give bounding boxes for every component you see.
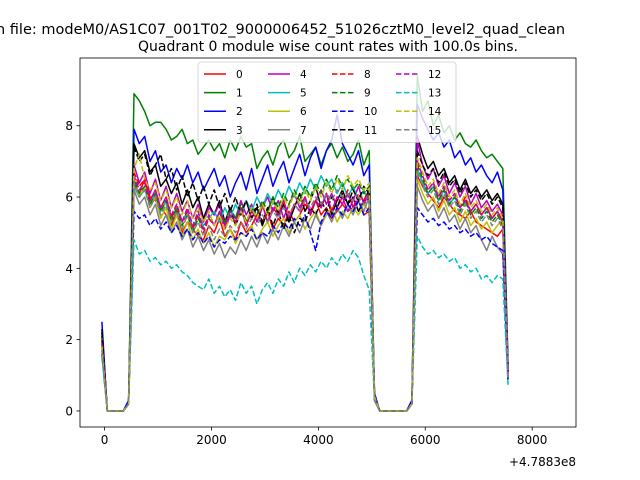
- y-tick-label-2: 2: [65, 333, 73, 347]
- legend-label-3: 3: [236, 125, 243, 137]
- y-tick-label-0: 0: [65, 404, 73, 418]
- legend-label-11: 11: [364, 125, 377, 137]
- legend-label-4: 4: [300, 69, 307, 81]
- legend-label-7: 7: [300, 125, 307, 137]
- plot-area: 0 2000 4000 6000 800002468012345678910111213…: [65, 57, 577, 447]
- x-tick-label-6000: 6000: [410, 433, 441, 447]
- legend-label-8: 8: [364, 69, 371, 81]
- series-line-3: [101, 135, 509, 412]
- legend-label-2: 2: [236, 106, 243, 118]
- y-tick-label-6: 6: [65, 191, 73, 205]
- legend-label-1: 1: [236, 88, 243, 100]
- legend-label-13: 13: [428, 88, 441, 100]
- series-line-10: [101, 199, 509, 412]
- x-tick-label-8000: 8000: [517, 433, 548, 447]
- x-tick-label-0: 0: [101, 433, 109, 447]
- figure-suptitle: n file: modeM0/AS1C07_001T02_9000006452_…: [0, 22, 565, 38]
- legend-label-0: 0: [236, 69, 243, 81]
- y-tick-label-4: 4: [65, 262, 73, 276]
- legend-label-9: 9: [364, 88, 371, 100]
- x-tick-label-2000: 2000: [196, 433, 227, 447]
- series-line-6: [101, 174, 509, 412]
- x-offset-label: +4.7883e8: [509, 455, 576, 469]
- series-line-14: [101, 153, 509, 412]
- legend-label-14: 14: [428, 106, 442, 118]
- series-line-12: [101, 160, 509, 412]
- legend-box: [197, 61, 457, 143]
- legend-label-5: 5: [300, 88, 307, 100]
- legend-label-6: 6: [300, 106, 307, 118]
- chart-title: Quadrant 0 module wise count rates with …: [138, 39, 518, 55]
- x-tick-label-4000: 4000: [303, 433, 334, 447]
- legend-label-10: 10: [364, 106, 377, 118]
- y-tick-label-8: 8: [65, 119, 73, 133]
- series-line-15: [101, 171, 509, 412]
- axes-frame: [79, 57, 577, 428]
- legend-label-15: 15: [428, 125, 441, 137]
- series-line-13: [101, 235, 509, 412]
- series-line-7: [101, 185, 509, 412]
- legend-label-12: 12: [428, 69, 441, 81]
